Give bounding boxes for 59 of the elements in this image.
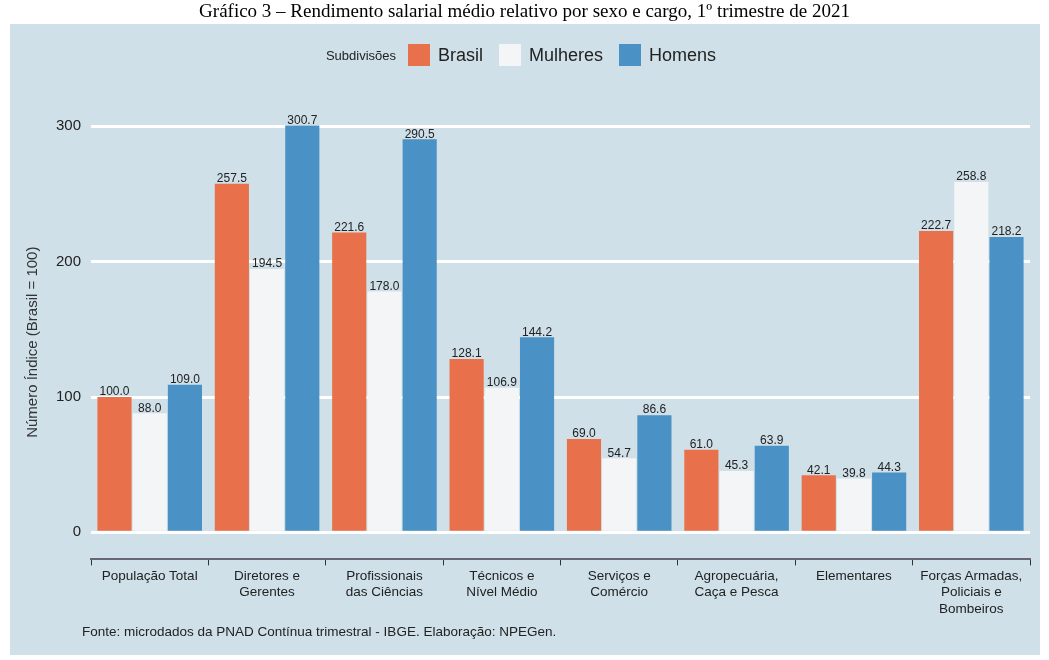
bar xyxy=(637,415,672,531)
bar xyxy=(167,384,202,531)
y-tick-label: 100 xyxy=(56,387,82,405)
x-tick-label: Técnicos e Nível Médio xyxy=(466,568,538,600)
bar xyxy=(919,230,954,531)
x-tick-label: Serviços e Comércio xyxy=(587,568,651,600)
y-tick-label: 200 xyxy=(56,251,82,269)
bar xyxy=(214,183,249,531)
y-tick-label: 0 xyxy=(72,522,82,540)
y-tick-label: 300 xyxy=(56,116,82,134)
x-tick-label: Elementares xyxy=(816,568,893,584)
x-tick-label: População Total xyxy=(101,568,198,584)
bar xyxy=(402,139,437,531)
x-tick-label: Agropecuária, Caça e Pesca xyxy=(694,568,780,600)
bar xyxy=(285,125,320,531)
data-label: 39.8 xyxy=(842,465,866,480)
data-label: 100.0 xyxy=(99,384,130,399)
data-label: 221.6 xyxy=(334,219,365,234)
bar xyxy=(801,475,836,531)
x-tick-label: Forças Armadas, Policiais e Bombeiros xyxy=(920,568,1023,616)
bar xyxy=(684,449,719,531)
bar xyxy=(97,397,132,531)
bar xyxy=(519,337,555,531)
data-label: 86.6 xyxy=(642,402,667,417)
bar xyxy=(332,232,367,531)
data-label: 194.5 xyxy=(252,256,283,271)
data-label: 218.2 xyxy=(991,224,1022,239)
data-label: 106.9 xyxy=(486,374,518,389)
data-label: 178.0 xyxy=(369,278,400,293)
x-tick-label: Diretores e Gerentes xyxy=(234,568,301,600)
data-label: 290.5 xyxy=(404,126,436,141)
x-tick-label: Profissionais das Ciências xyxy=(345,568,424,600)
data-label: 144.2 xyxy=(522,324,553,339)
bar xyxy=(989,237,1024,531)
data-label: 300.7 xyxy=(287,112,318,127)
data-label: 222.7 xyxy=(921,218,952,233)
data-label: 54.7 xyxy=(607,445,632,460)
legend-title: Subdivisões xyxy=(325,47,397,63)
data-label: 128.1 xyxy=(451,346,482,361)
data-label: 44.3 xyxy=(877,459,902,474)
data-label: 63.9 xyxy=(760,433,784,448)
data-label: 257.5 xyxy=(216,171,248,186)
legend-label: Mulheres xyxy=(529,44,604,66)
data-label: 109.0 xyxy=(169,372,201,387)
data-label: 45.3 xyxy=(724,458,749,473)
chart-title: Gráfico 3 – Rendimento salarial médio relativo por sexo e cargo, 1º trimestre de 2021 xyxy=(198,0,851,22)
data-label: 69.0 xyxy=(572,426,596,441)
data-label: 42.1 xyxy=(807,462,831,477)
legend-label: Brasil xyxy=(438,44,484,66)
bar xyxy=(449,358,484,531)
data-label: 61.0 xyxy=(689,437,714,452)
data-label: 258.8 xyxy=(956,169,987,184)
bar xyxy=(872,472,907,531)
data-label: 88.0 xyxy=(138,400,162,415)
bar xyxy=(566,438,602,531)
y-axis-title: Número Índice (Brasil = 100) xyxy=(23,246,41,438)
bar xyxy=(754,445,789,531)
source-note: Fonte: microdados da PNAD Contínua trimestral - IBGE. Elaboração: NPEGen. xyxy=(82,624,557,639)
legend-label: Homens xyxy=(649,44,717,66)
